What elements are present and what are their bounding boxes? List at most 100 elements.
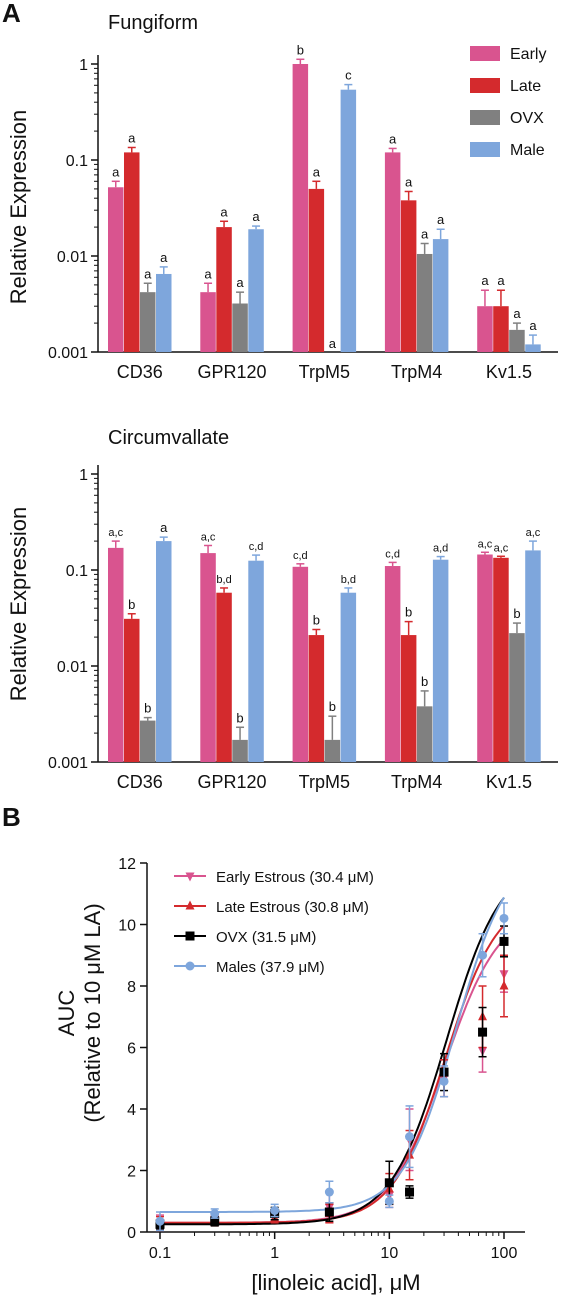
significance-label: a,c (201, 531, 216, 543)
data-point (384, 1178, 394, 1188)
bar (525, 344, 541, 352)
significance-label: a,c (526, 527, 541, 539)
significance-label: b (236, 710, 243, 725)
y-axis-label: Relative Expression (6, 110, 31, 304)
y-tick-label: 1 (79, 57, 88, 74)
chart-fungiform: Fungiform Relative Expression 0.0010.010… (6, 12, 558, 382)
y-tick-label: 0 (127, 1225, 136, 1242)
legend-swatch (470, 46, 500, 61)
y-tick-label: 8 (127, 979, 136, 996)
fit-curve (160, 938, 505, 1224)
significance-label: a (220, 204, 228, 219)
significance-label: a,d (433, 543, 448, 555)
legend-swatch (470, 110, 500, 125)
bar (124, 618, 140, 762)
y-axis-label: Relative Expression (6, 507, 31, 701)
y-ticks: 0.001 0.01 0.1 1 (48, 57, 98, 362)
legend-label: Late (510, 78, 541, 95)
x-tick-label: 0.1 (149, 1245, 171, 1262)
chart-dose-response: AUC (Relative to 10 μM LA) 0 2 4 6 8 10 12 0.1… (54, 856, 525, 1295)
category-label: CD36 (117, 772, 163, 792)
x-tick-label: 10 (380, 1245, 398, 1262)
significance-label: a (204, 266, 212, 281)
data-point (324, 1207, 334, 1217)
significance-label: a (128, 130, 136, 145)
legend-label: Early (510, 46, 546, 63)
data-point (270, 1205, 280, 1215)
significance-label: b (144, 701, 151, 716)
y-tick-label: 0.001 (48, 755, 88, 772)
significance-label: b (405, 605, 412, 620)
significance-label: a (481, 273, 489, 288)
panel-label-a: A (2, 0, 21, 28)
bar (232, 303, 248, 352)
bar (509, 329, 525, 352)
bar (493, 557, 509, 762)
bar (216, 227, 232, 352)
significance-label: a (421, 226, 429, 241)
legend-label: OVX (510, 110, 544, 127)
y-tick-label: 4 (127, 1102, 136, 1119)
data-point (185, 872, 195, 882)
x-ticks: 0.1 1 10 100 (149, 1232, 517, 1262)
data-point (478, 1027, 488, 1037)
legend-label: Late Estrous (30.8 μM) (216, 899, 369, 916)
legend-label: OVX (31.5 μM) (216, 929, 316, 946)
y-axis-label-line2: (Relative to 10 μM LA) (80, 903, 105, 1122)
data-points (155, 902, 509, 1232)
data-point (185, 961, 195, 971)
bar (340, 89, 357, 353)
significance-label: a (160, 520, 168, 535)
significance-label: b (421, 674, 428, 689)
legend: Early Estrous (30.4 μM) Late Estrous (30.… (174, 869, 374, 976)
bar (400, 200, 417, 352)
data-point (384, 1196, 394, 1206)
significance-label: a (236, 275, 244, 290)
significance-label: a (252, 209, 260, 224)
y-ticks: 0 2 4 6 8 10 12 (118, 856, 147, 1242)
y-tick-label: 2 (127, 1164, 136, 1181)
y-tick-label: 1 (79, 467, 88, 484)
bar (324, 739, 341, 762)
bar (308, 188, 325, 352)
data-point (478, 950, 488, 960)
bar (108, 547, 124, 762)
significance-label: a (160, 250, 168, 265)
significance-label: a (405, 174, 413, 189)
bar (477, 554, 493, 762)
significance-label: a (112, 164, 120, 179)
panel-label-b: B (2, 802, 21, 832)
bar (340, 592, 357, 762)
significance-label: a (313, 164, 321, 179)
data-point (499, 913, 509, 923)
significance-label: a (389, 131, 397, 146)
bar (108, 187, 124, 352)
bar (292, 64, 309, 352)
y-tick-label: 0.1 (66, 563, 88, 580)
data-point (499, 980, 509, 990)
legend-label: Early Estrous (30.4 μM) (216, 869, 374, 886)
chart-title: Circumvallate (108, 427, 229, 449)
bar (525, 550, 541, 762)
significance-label: a (329, 336, 337, 351)
data-point (324, 1187, 334, 1197)
bar (200, 553, 216, 762)
category-label: TrpM5 (299, 362, 350, 382)
significance-label: a,c (108, 527, 123, 539)
bar (477, 306, 493, 352)
legend-swatch (470, 142, 500, 157)
bar (200, 292, 216, 352)
x-axis-label: [linoleic acid], μM (251, 1270, 420, 1295)
bar (248, 229, 264, 352)
bar (432, 559, 449, 762)
bar (493, 306, 509, 352)
category-label: TrpM4 (391, 772, 442, 792)
category-label: GPR120 (198, 362, 267, 382)
bar (216, 592, 232, 762)
chart-title: Fungiform (108, 12, 198, 34)
category-label: Kv1.5 (486, 362, 532, 382)
significance-label: b (329, 699, 336, 714)
significance-label: b (297, 42, 304, 57)
